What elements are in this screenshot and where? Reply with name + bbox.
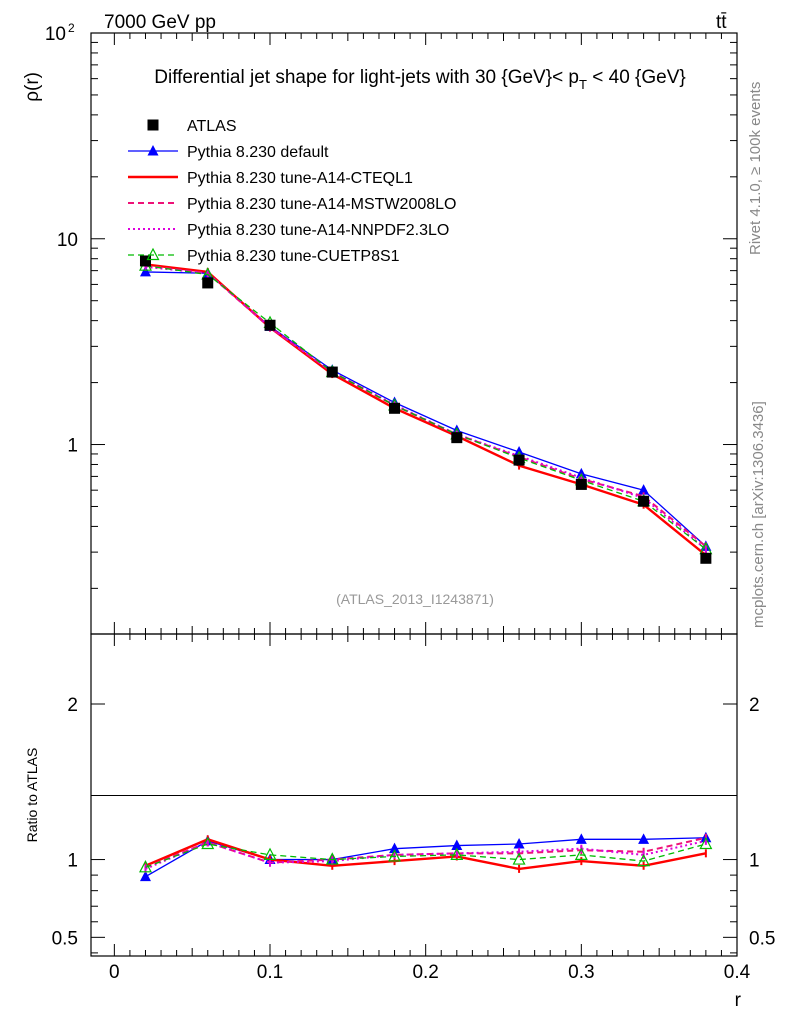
ratio-xtick-label: 0.2: [412, 962, 438, 983]
ratio-ytick-label-right: 0.5: [749, 928, 775, 949]
main-point-atlas: [389, 402, 401, 414]
main-ylabel: ρ(r): [22, 72, 43, 102]
main-point-default: [638, 484, 650, 495]
ratio-point-cuetp: [450, 847, 464, 860]
main-point-default: [139, 265, 151, 277]
main-line-cteql1: [145, 263, 707, 557]
legend-marker-cuetp: [146, 247, 160, 261]
ratio-point-default: [575, 833, 587, 844]
ratio-point-default: [389, 842, 401, 854]
main-point-atlas: [139, 255, 151, 267]
title-text-end: < 40 {GeV}: [587, 67, 686, 88]
ratio-line-default: [145, 837, 706, 878]
main-ytick-exponent: 2: [68, 21, 75, 35]
ratio-ylabel: Ratio to ATLAS: [24, 748, 40, 843]
legend-label-nnpdf: Pythia 8.230 tune-A14-NNPDF2.3LO: [187, 222, 449, 239]
title-text: Differential jet shape for light-jets wi…: [154, 67, 579, 88]
legend-label-cuetp: Pythia 8.230 tune-CUETP8S1: [187, 248, 400, 265]
main-line-default: [145, 271, 707, 547]
main-point-atlas: [700, 552, 712, 564]
plot-title: Differential jet shape for light-jets wi…: [154, 67, 686, 92]
ratio-point-cuetp: [388, 849, 402, 862]
ratio-point-cuetp: [325, 852, 339, 865]
process-label: tt̄: [716, 12, 727, 33]
legend-marker-default: [147, 145, 159, 156]
legend: ATLAS Pythia 8.230 default Pythia 8.230 tu…: [128, 118, 456, 265]
ratio-point-default: [513, 838, 525, 849]
main-point-atlas: [202, 277, 214, 289]
ratio-xtick-label: 0: [109, 962, 120, 983]
ratio-xtick-label: 0.3: [568, 962, 594, 983]
ratio-xtick-label: 0.4: [724, 962, 751, 983]
ratio-ytick-label-left: 2: [67, 695, 78, 716]
ratio-ytick-label-right: 2: [749, 695, 760, 716]
energy-label: 7000 GeV pp: [104, 12, 216, 33]
main-point-atlas: [264, 319, 276, 331]
ratio-point-cuetp: [512, 852, 526, 865]
rivet-label: Rivet 4.1.0, ≥ 100k events: [747, 82, 764, 255]
analysis-label: (ATLAS_2013_I1243871): [336, 591, 494, 607]
main-line-cuetp: [145, 265, 707, 550]
ratio-ytick-label-left: 1: [67, 851, 78, 872]
mcplots-label: mcplots.cern.ch [arXiv:1306.3436]: [750, 401, 767, 628]
ratio-point-cuetp: [637, 853, 651, 867]
ratio-ytick-label-left: 0.5: [52, 928, 78, 949]
ratio-xtick-label: 0.1: [257, 962, 283, 983]
ratio-point-cuetp: [699, 836, 713, 850]
main-line-nnpdf: [145, 265, 707, 550]
ratio-line-cteql1: [145, 838, 707, 871]
legend-label-mstw: Pythia 8.230 tune-A14-MSTW2008LO: [187, 196, 456, 213]
ratio-point-default: [451, 839, 463, 851]
legend-label-cteql1: Pythia 8.230 tune-A14-CTEQL1: [187, 170, 413, 187]
main-ytick-label: 10: [57, 230, 78, 251]
main-point-atlas: [451, 432, 463, 444]
legend-label-atlas: ATLAS: [187, 118, 237, 135]
ratio-series: [138, 831, 713, 882]
ratio-line-cuetp: [145, 843, 707, 868]
main-ytick-label: 1: [67, 436, 78, 457]
ratio-point-default: [139, 870, 151, 882]
main-point-atlas: [638, 495, 650, 507]
main-point-atlas: [326, 366, 338, 378]
ratio-point-cuetp: [201, 836, 215, 850]
main-series: [138, 255, 713, 564]
ratio-point-cuetp: [263, 847, 277, 860]
legend-marker-atlas: [147, 119, 159, 131]
main-ytick-label: 10: [45, 24, 66, 45]
main-point-atlas: [575, 478, 587, 490]
legend-label-default: Pythia 8.230 default: [187, 144, 329, 161]
ratio-xlabel: r: [735, 990, 742, 1011]
ratio-point-cuetp: [574, 847, 588, 860]
ratio-point-cuetp: [138, 860, 152, 873]
main-point-atlas: [513, 454, 525, 466]
ratio-ytick-label-right: 1: [749, 851, 760, 872]
ratio-point-default: [638, 833, 650, 844]
main-line-mstw: [145, 264, 707, 548]
ratio-line-nnpdf: [145, 839, 707, 870]
title-subscript: T: [579, 77, 587, 92]
